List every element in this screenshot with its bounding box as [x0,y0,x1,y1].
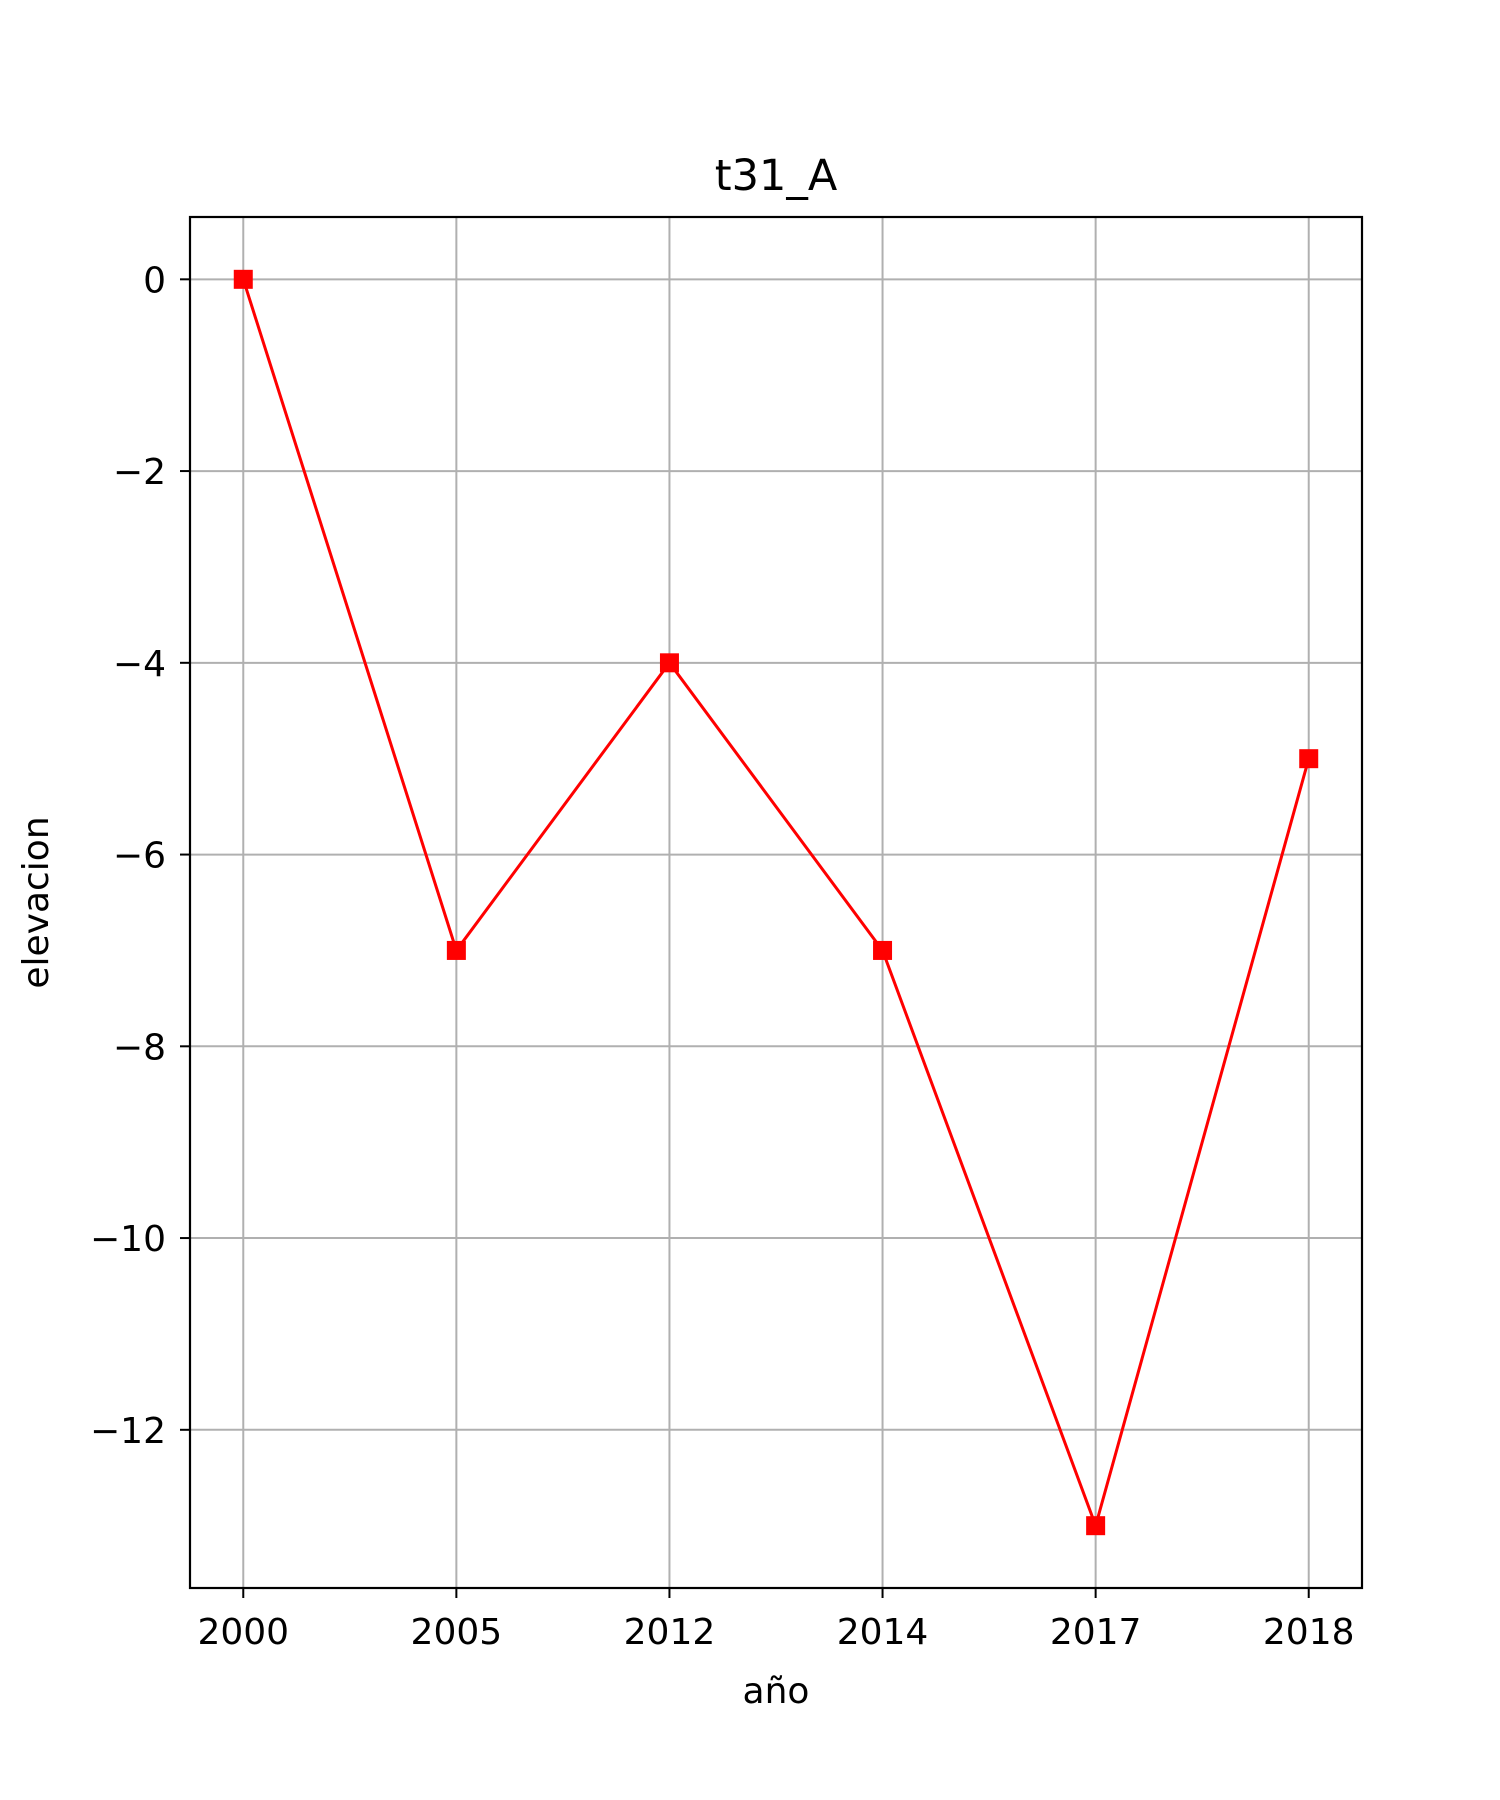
plot-frame [188,215,1364,1590]
series-layer [233,269,1319,1536]
y-tick-label: −10 [90,1219,166,1260]
x-axis-label: año [743,1671,810,1712]
grid [190,217,1362,1588]
y-tick-label: −2 [113,452,166,493]
y-tick-label: −8 [113,1027,166,1068]
data-point [446,940,466,960]
y-tick-label: −4 [113,644,166,685]
data-point [233,269,253,289]
y-tick-label: 0 [143,260,166,301]
data-point [873,940,893,960]
data-point [1086,1516,1106,1536]
chart-title: t31_A [715,151,838,201]
x-tick-label: 2014 [837,1612,929,1653]
ticks: 2000 2005 2012 2014 2017 2018 0 −2 −4 −6 −8 −10 −12 [90,260,1355,1653]
x-tick-label: 2000 [197,1612,289,1653]
x-tick-label: 2005 [411,1612,503,1653]
x-tick-label: 2018 [1263,1612,1355,1653]
x-tick-label: 2012 [624,1612,716,1653]
y-tick-label: −12 [90,1411,166,1452]
y-axis-label: elevacion [16,816,57,988]
data-point [659,653,679,673]
series-line [241,278,1311,1531]
y-tick-label: −6 [113,836,166,877]
data-point [1299,749,1319,769]
x-tick-label: 2017 [1050,1612,1142,1653]
